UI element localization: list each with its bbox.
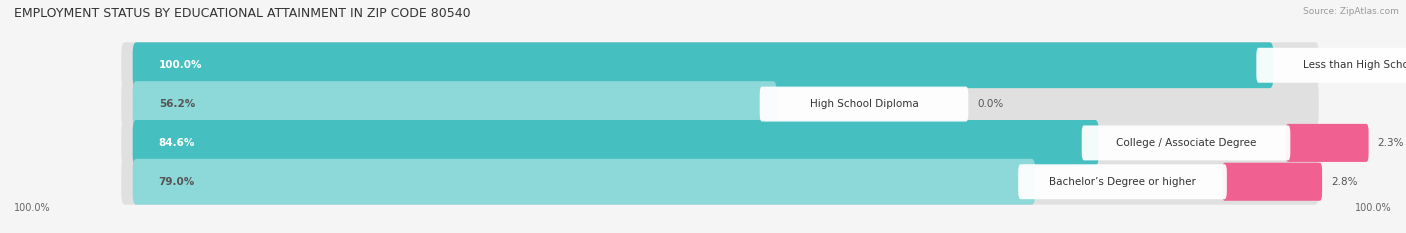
FancyBboxPatch shape [1286, 124, 1368, 162]
Text: 100.0%: 100.0% [14, 203, 51, 213]
FancyBboxPatch shape [121, 81, 1319, 127]
Text: EMPLOYMENT STATUS BY EDUCATIONAL ATTAINMENT IN ZIP CODE 80540: EMPLOYMENT STATUS BY EDUCATIONAL ATTAINM… [14, 7, 471, 20]
FancyBboxPatch shape [121, 120, 1319, 166]
Text: 100.0%: 100.0% [159, 60, 202, 70]
Text: Less than High School: Less than High School [1303, 60, 1406, 70]
FancyBboxPatch shape [132, 42, 1274, 88]
FancyBboxPatch shape [1081, 125, 1291, 160]
FancyBboxPatch shape [1257, 48, 1406, 83]
FancyBboxPatch shape [121, 42, 1319, 88]
Text: 2.3%: 2.3% [1378, 138, 1405, 148]
Text: 79.0%: 79.0% [159, 177, 195, 187]
FancyBboxPatch shape [132, 159, 1035, 205]
Text: 100.0%: 100.0% [1355, 203, 1392, 213]
FancyBboxPatch shape [759, 87, 969, 122]
FancyBboxPatch shape [132, 120, 1098, 166]
FancyBboxPatch shape [1018, 164, 1227, 199]
FancyBboxPatch shape [121, 159, 1319, 205]
Text: College / Associate Degree: College / Associate Degree [1116, 138, 1256, 148]
Text: Bachelor’s Degree or higher: Bachelor’s Degree or higher [1049, 177, 1197, 187]
Text: Source: ZipAtlas.com: Source: ZipAtlas.com [1303, 7, 1399, 16]
Text: High School Diploma: High School Diploma [810, 99, 918, 109]
Text: 0.0%: 0.0% [977, 99, 1004, 109]
Text: 2.8%: 2.8% [1331, 177, 1358, 187]
FancyBboxPatch shape [132, 81, 776, 127]
Text: 56.2%: 56.2% [159, 99, 195, 109]
Text: 84.6%: 84.6% [159, 138, 195, 148]
FancyBboxPatch shape [1222, 163, 1322, 201]
